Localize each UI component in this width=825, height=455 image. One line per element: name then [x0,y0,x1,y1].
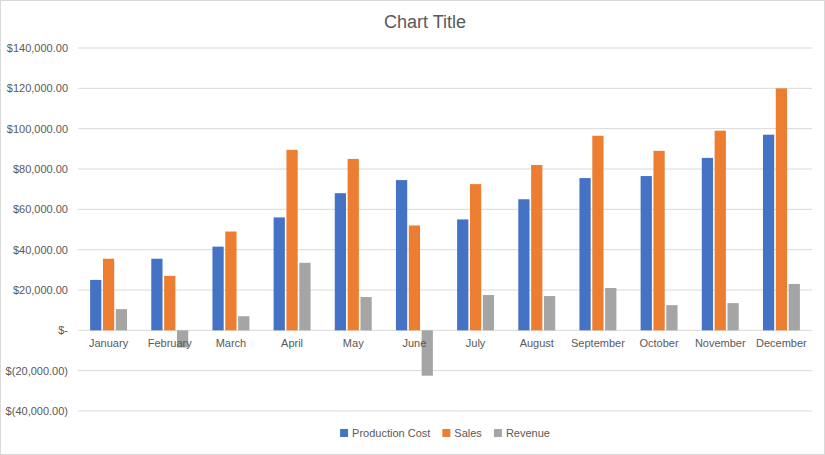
bar [457,219,468,330]
legend-label: Revenue [506,427,550,439]
bar [605,288,616,330]
x-tick-label: October [640,337,679,349]
bar [238,316,249,330]
grid-line [78,370,812,371]
y-tick-label: $100,000.00 [7,123,68,135]
bar [518,199,529,330]
chart: Chart Title $(40,000.00) $(20,000.00) $- $20… [0,0,825,455]
bar [666,305,677,330]
x-tick-label: May [343,337,364,349]
x-tick-label: June [402,337,426,349]
bar [360,297,371,330]
y-tick-label: $20,000.00 [13,284,68,296]
chart-title: Chart Title [384,12,466,32]
legend-label: Sales [454,427,482,439]
x-tick-label: March [216,337,247,349]
grid-line [78,88,812,89]
bar [116,309,127,330]
bar [776,88,787,330]
bar [544,296,555,330]
legend-label: Production Cost [352,427,430,439]
bar [348,159,359,330]
bar [641,176,652,330]
bar [164,276,175,330]
bar [763,135,774,331]
y-tick-label: $- [58,324,68,336]
legend-swatch [442,429,450,437]
x-tick-label: April [281,337,303,349]
bar [274,217,285,330]
bar [212,247,223,331]
x-tick-label: December [756,337,807,349]
x-tick-label: February [148,337,193,349]
bar [653,151,664,330]
bar [470,184,481,330]
x-tick-label: November [695,337,746,349]
legend: Production Cost Sales Revenue [340,427,550,439]
y-tick-label: $120,000.00 [7,82,68,94]
x-tick-label: January [89,337,129,349]
bar [225,232,236,331]
y-tick-label: $(20,000.00) [6,365,68,377]
bar [531,165,542,330]
y-tick-label: $40,000.00 [13,244,68,256]
bar [579,178,590,330]
grid-line [78,48,812,49]
bar [396,180,407,330]
bar [715,131,726,331]
legend-swatch [340,429,348,437]
grid-line [78,128,812,129]
chart-background [1,1,825,455]
legend-swatch [494,429,502,437]
bar [702,158,713,330]
bar [789,284,800,330]
bar [592,136,603,331]
y-tick-label: $140,000.00 [7,42,68,54]
bar [335,193,346,330]
bar [483,295,494,330]
bar [286,150,297,330]
bar [409,225,420,330]
x-tick-label: July [466,337,486,349]
bars [90,88,800,375]
bar [151,259,162,331]
bar [299,263,310,331]
bar [727,303,738,330]
bar [90,280,101,330]
y-tick-label: $80,000.00 [13,163,68,175]
y-tick-label: $(40,000.00) [6,405,68,417]
x-tick-label: September [571,337,625,349]
x-tick-label: August [520,337,554,349]
y-tick-label: $60,000.00 [13,203,68,215]
grid-line [78,411,812,412]
bar [103,259,114,331]
